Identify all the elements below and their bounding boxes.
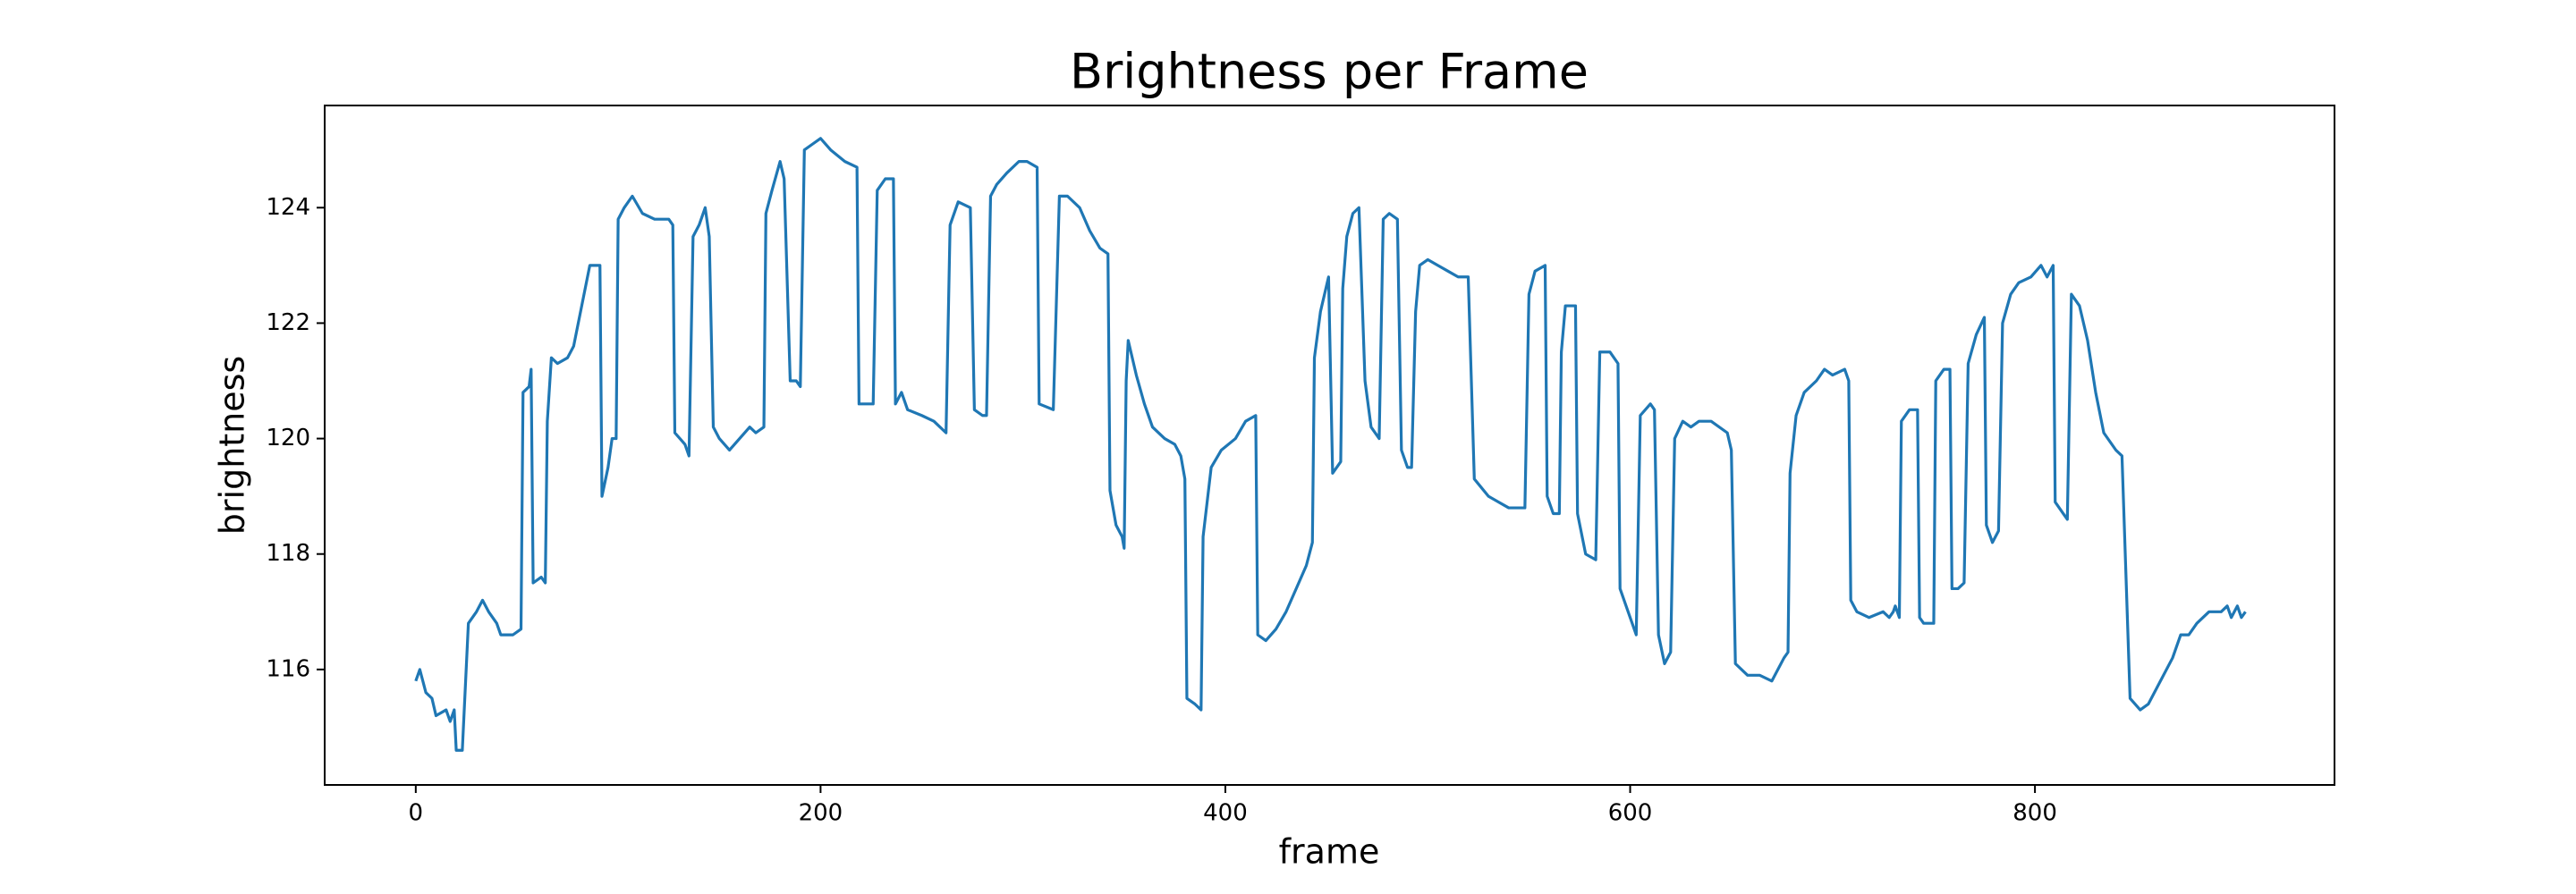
y-tick-label: 120 (266, 425, 310, 451)
y-tick-label: 124 (266, 194, 310, 221)
y-axis-label: brightness (213, 356, 252, 535)
plot-frame (324, 105, 2335, 786)
y-tick-label: 122 (266, 309, 310, 336)
chart-title: Brightness per Frame (1070, 44, 1589, 100)
x-tick-label: 400 (1203, 800, 1248, 827)
y-tick-label: 118 (266, 540, 310, 567)
x-axis-label: frame (1279, 832, 1380, 872)
x-tick-label: 800 (2012, 800, 2057, 827)
x-tick-label: 200 (799, 800, 843, 827)
x-tick-label: 600 (1608, 800, 1653, 827)
y-tick-label: 116 (266, 655, 310, 682)
data-line (414, 137, 2247, 752)
x-tick-label: 0 (409, 800, 424, 827)
